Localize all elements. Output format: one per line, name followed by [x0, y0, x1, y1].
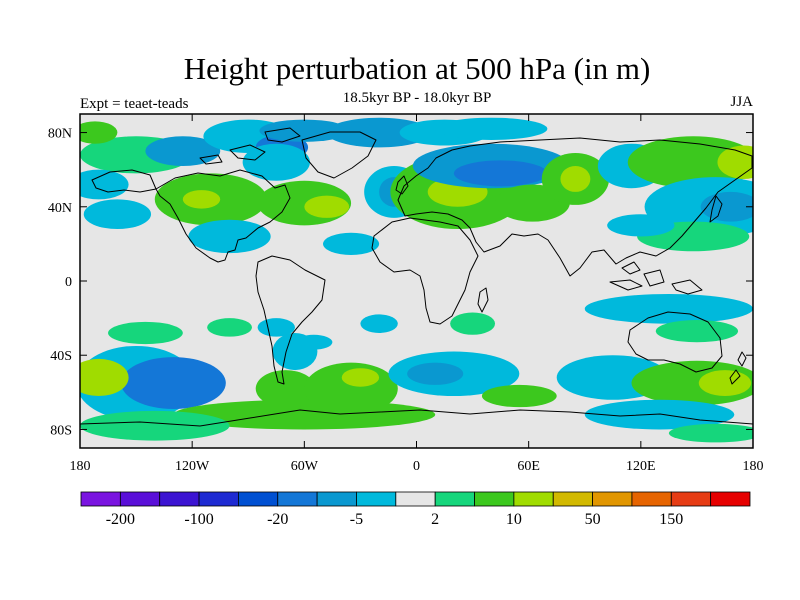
colorbar-label-5: 10: [506, 511, 522, 528]
anomaly-region-25: [627, 136, 753, 189]
y-tick-label-0: 80N: [48, 127, 72, 142]
anomaly-region-56: [698, 370, 752, 397]
x-tick-label-0: 180: [70, 459, 91, 474]
anomaly-region-38: [360, 314, 398, 333]
colorbar-label-2: -20: [267, 511, 288, 528]
anomaly-region-5: [326, 117, 432, 148]
x-tick-label-1: 120W: [175, 459, 210, 474]
chart-subtitle: 18.5kyr BP - 18.0kyr BP: [343, 90, 492, 106]
colorbar-label-0: -200: [106, 511, 135, 528]
colorbar-swatch-1: [119, 491, 161, 507]
colorbar-swatch-8: [395, 491, 436, 507]
anomaly-region-32: [188, 219, 271, 254]
y-tick-label-4: 80S: [50, 423, 72, 438]
colorbar-swatch-7: [356, 491, 397, 507]
coastline-arctic-islands: [199, 127, 301, 165]
colorbar-swatch-9: [434, 491, 475, 507]
colorbar-labels: -200 -100 -20 -5 2 10 50 150: [106, 511, 684, 528]
colorbar-swatch-13: [592, 491, 633, 507]
y-tick-label-2: 0: [65, 275, 72, 290]
coastline-africa: [371, 217, 479, 325]
axis-ticks: [79, 114, 754, 448]
anomaly-region-44: [80, 358, 129, 397]
anomaly-region-39: [450, 312, 496, 335]
anomaly-region-28: [700, 191, 753, 222]
anomaly-region-58: [668, 423, 753, 443]
colorbar-swatch-5: [277, 491, 318, 507]
anomaly-region-41: [655, 319, 739, 343]
coastlines: [80, 127, 753, 427]
colorbar-swatch-11: [513, 491, 554, 507]
coastline-uk: [395, 175, 409, 195]
anomaly-region-30: [607, 214, 675, 237]
anomaly-region-48: [341, 368, 380, 387]
axis-labels: 180 120W 60W 0 60E 120E 180 80N 40N 0 40S 80S: [48, 127, 764, 474]
anomaly-region-34: [108, 321, 183, 345]
x-tick-label-4: 60E: [517, 459, 540, 474]
anomaly-region-52: [80, 410, 230, 441]
coastline-eurasia: [397, 137, 753, 277]
experiment-label: Expt = teaet-teads: [80, 96, 189, 112]
anomaly-region-8: [80, 169, 129, 200]
anomaly-region-35: [207, 318, 252, 337]
x-tick-label-3: 0: [413, 459, 420, 474]
anomaly-region-51: [173, 399, 436, 430]
season-label: JJA: [730, 94, 753, 110]
colorbar-swatch-16: [710, 491, 751, 507]
y-tick-label-1: 40N: [48, 201, 72, 216]
anomaly-region-20: [453, 160, 548, 187]
coastline-indonesia: [609, 261, 703, 295]
coastline-japan: [709, 195, 723, 223]
colorbar-swatch-3: [198, 491, 239, 507]
colorbar-swatch-14: [631, 491, 672, 507]
anomaly-region-40: [584, 293, 753, 324]
colorbar-swatch-12: [552, 491, 593, 507]
colorbar-swatch-0: [80, 491, 121, 507]
coastline-south-america: [255, 255, 326, 385]
anomaly-region-13: [304, 195, 350, 218]
coastline-australia: [627, 311, 723, 373]
coastline-greenland: [301, 131, 377, 179]
colorbar-label-6: 50: [585, 511, 601, 528]
colorbar-label-3: -5: [350, 511, 363, 528]
coastline-new-zealand: [729, 351, 747, 385]
anomaly-region-1: [145, 136, 221, 166]
anomaly-region-23: [560, 165, 591, 192]
chart-title: Height perturbation at 500 hPa (in m): [184, 51, 651, 86]
y-tick-label-3: 40S: [50, 349, 72, 364]
coastline-north-america: [155, 169, 291, 263]
anomaly-region-50: [407, 362, 464, 385]
anomaly-region-46: [255, 370, 316, 408]
colorbar-label-1: -100: [184, 511, 213, 528]
colorbar-label-4: 2: [431, 511, 439, 528]
x-tick-label-5: 120E: [626, 459, 656, 474]
colorbar-swatch-10: [474, 491, 515, 507]
x-tick-label-6: 180: [743, 459, 764, 474]
colorbar-label-7: 150: [659, 511, 683, 528]
anomaly-region-26: [717, 145, 753, 179]
anomaly-region-7: [435, 117, 548, 140]
coastline-madagascar: [477, 287, 489, 313]
anomaly-contours: [80, 117, 753, 443]
anomaly-region-53: [481, 384, 557, 408]
colorbar-swatch-15: [670, 491, 712, 507]
anomaly-region-31: [83, 199, 152, 230]
colorbar-swatch-2: [159, 491, 200, 507]
anomaly-region-33: [323, 232, 380, 256]
anomaly-region-45: [272, 332, 318, 371]
coastline-alaska: [91, 169, 157, 193]
anomaly-region-4: [259, 119, 350, 142]
colorbar: [80, 491, 751, 507]
anomaly-region-11: [182, 190, 221, 209]
anomaly-region-9: [80, 121, 118, 144]
colorbar-swatch-6: [316, 491, 357, 507]
coastline-antarctica: [80, 409, 753, 427]
colorbar-swatch-4: [238, 491, 279, 507]
anomaly-region-16: [242, 143, 310, 181]
anomaly-region-43: [121, 357, 226, 410]
x-tick-label-2: 60W: [291, 459, 319, 474]
map-plot-area: [80, 114, 753, 448]
anomaly-region-57: [584, 399, 735, 430]
